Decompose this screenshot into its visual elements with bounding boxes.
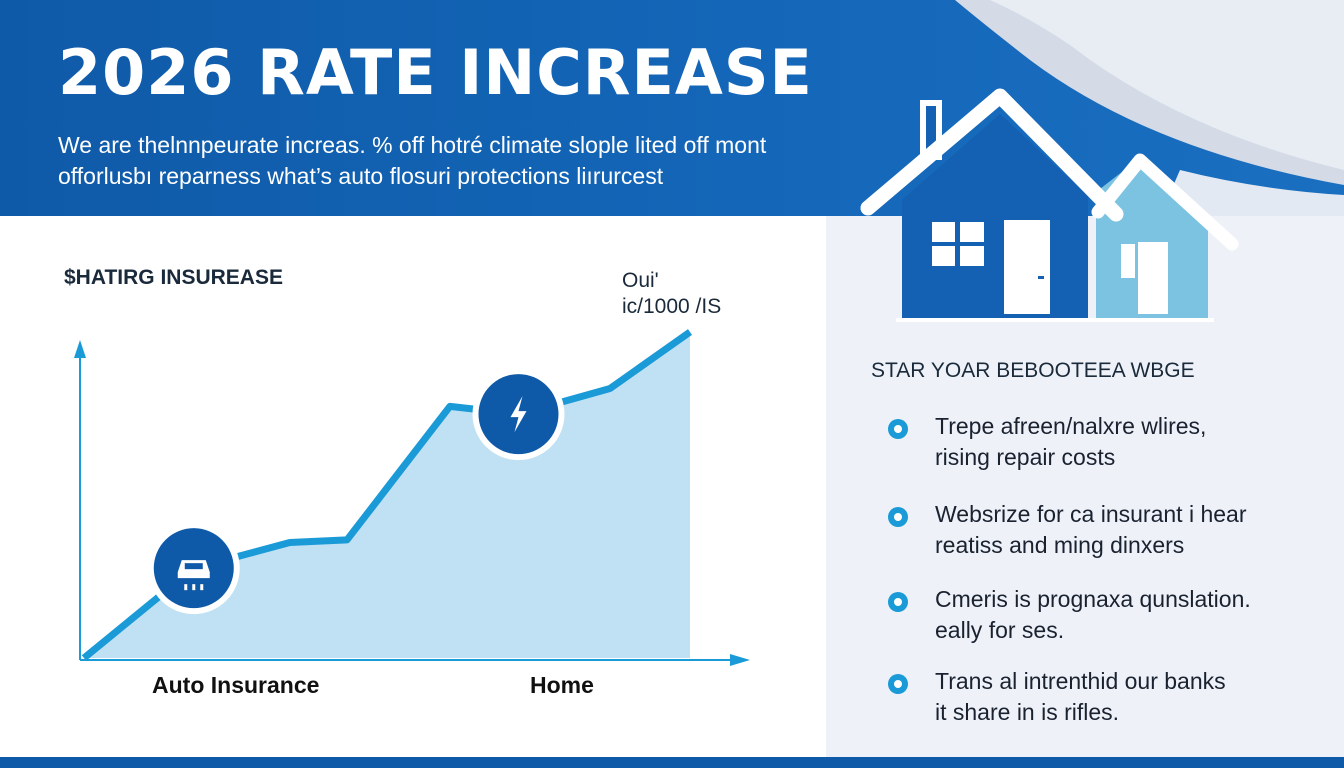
bullet-icon [888, 507, 908, 527]
bottom-bar [0, 757, 1344, 768]
chart-title: $HATIRG INSUREASE [64, 266, 283, 289]
subtitle-line: We are thelnnpeurate increas. % off hotr… [58, 132, 767, 158]
annotation-line: ic/1000 /IS [622, 295, 722, 318]
list-item-text: Websrize for ca insurant i hear reatiss … [935, 499, 1247, 561]
list-item-line: rising repair costs [935, 444, 1116, 470]
list-item-line: it share in is rifles. [935, 699, 1120, 725]
list-item-line: reatiss and ming dinxers [935, 532, 1185, 558]
subtitle-line: offorlusbı reparness what’s auto flosuri… [58, 163, 664, 189]
category-label-auto-insurance: Auto Insurance [152, 672, 320, 698]
category-label-home: Home [530, 672, 594, 698]
x-axis-arrow [730, 654, 750, 666]
list-item-line: eally for ses. [935, 617, 1065, 643]
chart-markers [147, 368, 565, 615]
page-subtitle: We are thelnnpeurate increas. % off hotr… [58, 130, 858, 192]
list-item-line: Cmeris is prognaxa qunslation. [935, 586, 1251, 612]
list-item-line: Websrize for ca insurant i hear [935, 501, 1247, 527]
list-item-line: Trans al intrenthid our banks [935, 668, 1226, 694]
bullet-icon [888, 674, 908, 694]
list-item-text: Trans al intrenthid our banks it share i… [935, 666, 1226, 728]
annotation-line: Oui' [622, 269, 659, 292]
car-icon [147, 522, 240, 615]
lightning-icon [472, 368, 565, 461]
page-title: 2026 RATE INCREASE [58, 36, 813, 109]
bullet-icon [888, 592, 908, 612]
bullet-icon [888, 419, 908, 439]
chart-axes [74, 340, 750, 666]
list-item-text: Trepe afreen/nalxre wlires, rising repai… [935, 411, 1206, 473]
chart-annotation: Oui' ic/1000 /IS [622, 268, 721, 320]
list-item-text: Cmeris is prognaxa qunslation. eally for… [935, 584, 1251, 646]
list-item-line: Trepe afreen/nalxre wlires, [935, 413, 1207, 439]
y-axis-arrow [74, 340, 86, 358]
right-panel-title: STAR YOAR BEBOOTEEA WBGE [871, 359, 1195, 382]
